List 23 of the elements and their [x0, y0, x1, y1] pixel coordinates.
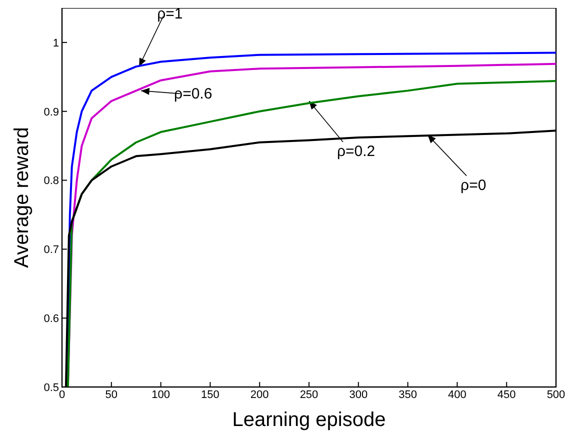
x-tick-label: 100	[152, 388, 170, 401]
x-tick-label: 150	[201, 388, 220, 401]
y-tick-label: 0.5	[44, 382, 59, 394]
annotation: ρ=0.6	[174, 86, 212, 103]
x-tick-label: 500	[546, 388, 566, 401]
y-axis-title: Average reward	[11, 127, 33, 268]
x-tick-label: 400	[448, 388, 466, 401]
annotation: ρ=1	[157, 6, 183, 23]
x-axis-title: Learning episode	[232, 409, 386, 431]
annotation: ρ=0	[460, 176, 486, 194]
x-tick-label: 50	[105, 388, 118, 401]
x-tick-label: 0	[58, 388, 66, 401]
x-tick-label: 300	[349, 388, 368, 401]
x-tick-label: 250	[300, 388, 318, 401]
y-tick-label: 0.7	[44, 244, 59, 256]
y-tick-label: 0.9	[44, 106, 59, 118]
annotation: ρ=0.2	[337, 143, 376, 160]
x-tick-label: 450	[497, 388, 516, 401]
x-tick-label: 200	[250, 388, 269, 401]
y-tick-label: 0.6	[44, 312, 59, 325]
x-tick-label: 350	[398, 388, 417, 401]
y-tick-label: 0.8	[44, 175, 59, 188]
y-tick-label: 1	[52, 37, 59, 50]
